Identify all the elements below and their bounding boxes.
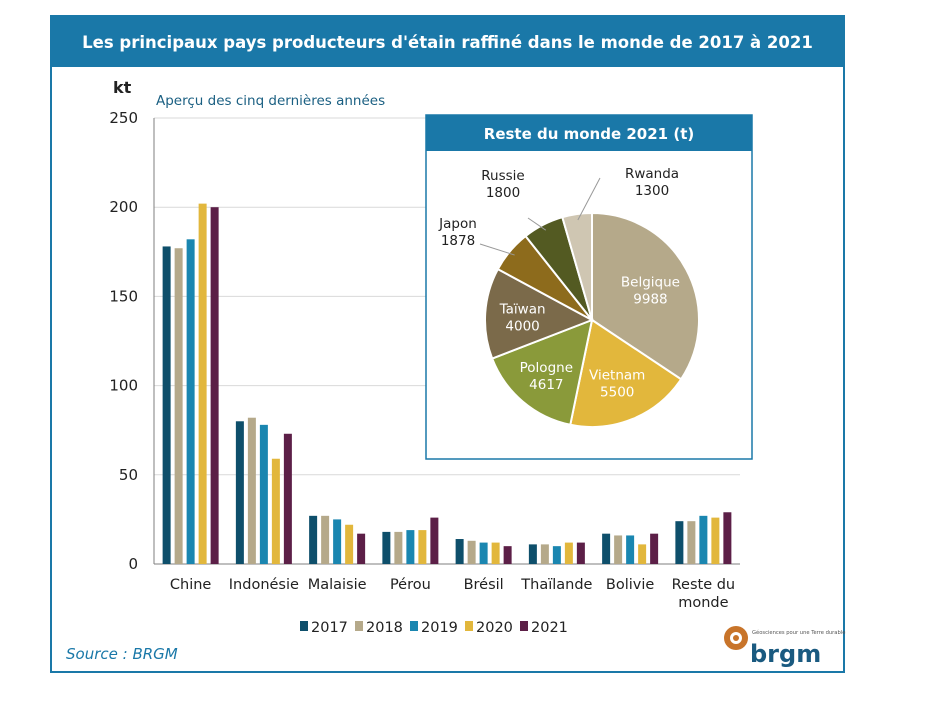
legend-label: 2021 [531,620,568,636]
bar-2018 [321,515,330,564]
chart-subtitle: Aperçu des cinq dernières années [156,93,385,109]
y-tick-label: 100 [109,377,138,395]
pie-title: Reste du monde 2021 (t) [484,125,694,143]
legend-swatch-2021 [520,621,528,631]
bar-2018 [174,248,183,564]
pie-slice-label: Japon [438,216,477,232]
svg-text:brgm: brgm [750,640,821,668]
pie-slice-value: 1300 [635,183,669,199]
bar-2021 [503,546,512,564]
bar-2018 [394,531,403,564]
legend-label: 2019 [421,620,458,636]
bar-2020 [418,530,427,564]
legend-swatch-2020 [465,621,473,631]
bar-2017 [455,539,464,564]
bar-2019 [552,546,561,564]
bar-2018 [467,540,476,564]
bar-2021 [357,533,366,564]
bar-2017 [602,533,611,564]
unit-label: kt [113,78,132,97]
svg-text:Géosciences pour une Terre dur: Géosciences pour une Terre durable [752,629,845,636]
pie-slice-pologne [490,318,594,426]
bar-2019 [333,519,342,564]
bar-2021 [283,433,292,564]
bar-2020 [564,542,573,564]
bar-2021 [650,533,659,564]
pie-slice-label: Rwanda [625,166,679,182]
pie-leader-line [577,177,601,221]
pie-slice-value: 1800 [486,185,520,201]
pie-slice-label: Vietnam [589,367,645,383]
legend-label: 2018 [366,620,403,636]
bar-2021 [723,512,732,564]
pie-slice-label: Taïwan [499,302,546,318]
bar-2019 [699,515,708,564]
pie-slice-vietnam [569,318,683,428]
pie-slice-taïwan [484,267,595,360]
bar-2019 [186,239,195,564]
source-note: Source : BRGM [66,645,178,663]
pie-slice-rwanda [561,211,593,321]
x-tick-label: Thaïlande [520,577,592,593]
x-tick-label: Pérou [390,577,431,593]
pie-slice-label: Belgique [621,275,680,291]
bar-2017 [162,246,171,564]
bar-2019 [626,535,635,564]
bar-2019 [259,424,268,564]
x-tick-label: Chine [170,577,212,593]
pie-header [426,115,752,151]
bar-2020 [491,542,500,564]
bar-2018 [247,417,256,564]
bar-2021 [430,517,439,564]
x-tick-label: Brésil [464,577,504,593]
bar-2017 [675,521,684,564]
x-tick-label: Bolivie [606,577,654,593]
pie-leader-line [527,217,547,231]
bar-2017 [235,421,244,564]
chart-title: Les principaux pays producteurs d'étain … [52,17,843,67]
x-tick-label: Malaisie [308,577,367,593]
legend-label: 2020 [476,620,513,636]
y-tick-label: 150 [109,287,138,305]
pie-slice-value: 5500 [600,384,634,400]
brgm-logo: Géosciences pour une Terre durable brgm [724,626,845,668]
bar-2017 [528,544,537,564]
bar-2018 [540,544,549,564]
x-tick-label: Reste du monde [672,577,736,611]
bar-2019 [406,530,415,564]
bar-2018 [614,535,623,564]
bar-2020 [638,544,647,564]
pie-leader-line [479,243,515,256]
bar-2017 [309,515,318,564]
bar-2021 [576,542,585,564]
pie-slice-label: Pologne [520,360,573,376]
legend-swatch-2017 [300,621,308,631]
bar-2020 [711,517,720,564]
pie-slice-label: Russie [481,168,524,184]
y-tick-label: 250 [109,109,138,127]
bar-2020 [198,203,207,564]
bar-2021 [210,207,219,564]
bar-2020 [345,524,354,564]
y-tick-label: 0 [128,555,138,573]
bar-2019 [479,542,488,564]
bar-2020 [271,458,280,564]
x-tick-label: Indonésie [229,577,299,593]
bar-2018 [687,521,696,564]
pie-slice-value: 1878 [441,233,475,249]
y-tick-label: 200 [109,198,138,216]
legend-swatch-2018 [355,621,363,631]
pie-slice-value: 4000 [505,319,539,335]
pie-slice-value: 4617 [529,377,563,393]
legend-label: 2017 [311,620,348,636]
y-tick-label: 50 [119,466,138,484]
legend-swatch-2019 [410,621,418,631]
pie-slice-value: 9988 [633,292,667,308]
bar-2017 [382,531,391,564]
